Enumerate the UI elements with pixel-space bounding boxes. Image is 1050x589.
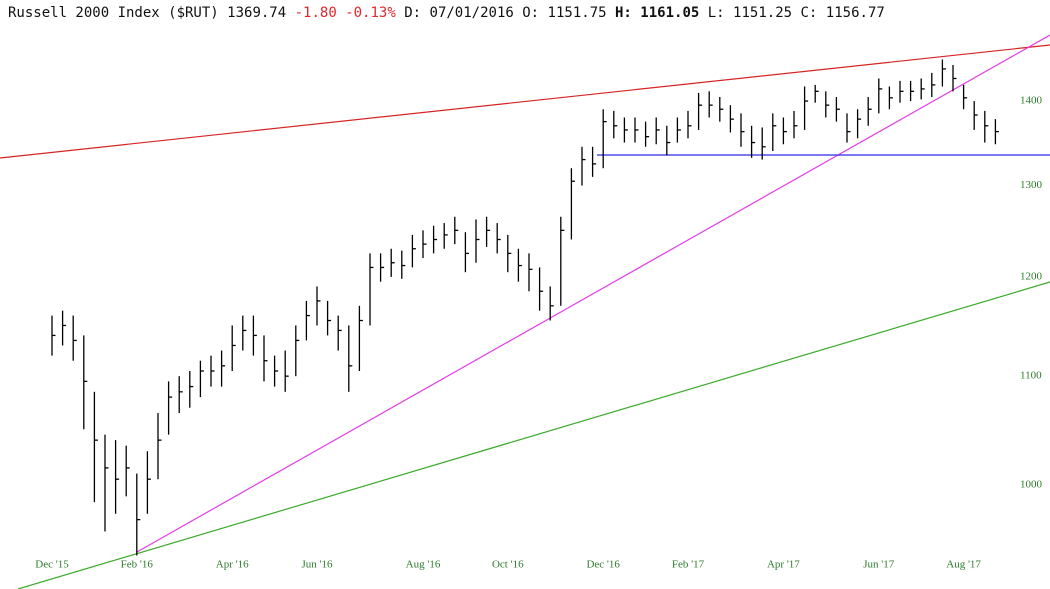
x-tick-label: Feb '16 [121, 559, 154, 571]
x-tick-label: Oct '16 [492, 559, 524, 571]
x-tick-label: Jun '16 [301, 559, 333, 571]
last: 1369.74 [227, 5, 287, 21]
y-tick-label: 1300 [1020, 179, 1043, 191]
y-tick-label: 1400 [1020, 95, 1043, 107]
x-tick-label: Dec '15 [35, 559, 69, 571]
x-tick-label: Dec '16 [586, 559, 620, 571]
field-value: 1161.05 [640, 5, 700, 21]
trend-line [136, 34, 1050, 553]
y-tick-label: 1200 [1020, 270, 1043, 282]
field-label: H: [615, 5, 632, 21]
trend-line [17, 281, 1050, 589]
y-tick-label: 1100 [1020, 370, 1042, 382]
title: Russell 2000 Index ($RUT) [8, 5, 219, 21]
field-value: 1151.25 [733, 5, 793, 21]
y-tick-label: 1000 [1020, 478, 1043, 490]
field-label: O: [522, 5, 540, 21]
trend-line [0, 44, 1050, 159]
x-tick-label: Aug '16 [406, 559, 441, 571]
x-tick-label: Feb '17 [672, 559, 705, 571]
field-label: L: [707, 5, 725, 21]
x-tick-label: Jun '17 [863, 559, 895, 571]
x-tick-label: Apr '17 [767, 559, 800, 571]
field-value: 1156.77 [825, 5, 885, 21]
header: Russell 2000 Index ($RUT) 1369.74 -1.80 … [8, 5, 885, 21]
field-value: 07/01/2016 [429, 5, 514, 21]
field-value: 1151.75 [547, 5, 607, 21]
x-tick-label: Apr '16 [216, 559, 249, 571]
change: -1.80 [294, 5, 337, 21]
x-tick-label: Aug '17 [946, 559, 981, 571]
change-pct: -0.13% [345, 5, 396, 21]
field-label: C: [800, 5, 818, 21]
field-label: D: [404, 5, 422, 21]
